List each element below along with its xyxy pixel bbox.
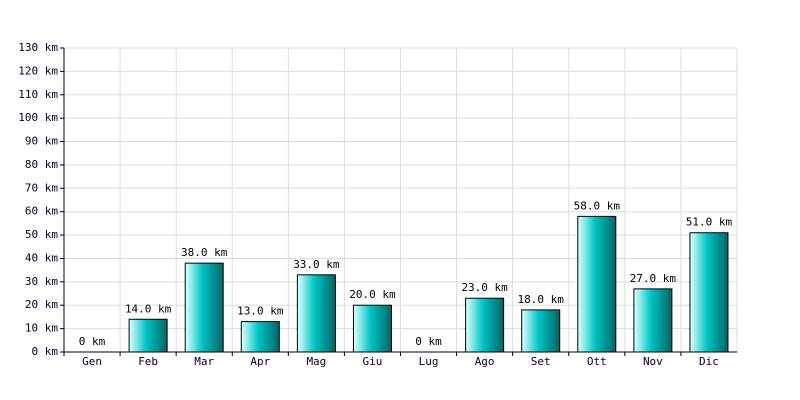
value-label: 0 km [415,335,442,348]
x-tick-label: Ago [475,355,495,368]
bar [521,309,561,353]
value-label: 23.0 km [461,281,508,294]
x-tick-label: Mag [306,355,326,368]
y-tick-label: 60 km [25,205,58,218]
x-tick-label: Nov [643,355,663,368]
value-label: 38.0 km [181,246,228,259]
bar [689,232,729,353]
bar [633,288,673,353]
y-tick-label: 100 km [18,111,58,124]
y-tick-label: 40 km [25,251,58,264]
bar [465,297,505,353]
x-tick-label: Lug [419,355,439,368]
value-label: 27.0 km [630,272,677,285]
value-label: 14.0 km [125,302,172,315]
y-tick-label: 10 km [25,322,58,335]
y-tick-label: 70 km [25,181,58,194]
x-tick-label: Ott [587,355,607,368]
y-tick-label: 20 km [25,298,58,311]
value-label: 33.0 km [293,258,340,271]
bar [240,321,280,353]
x-tick-label: Giu [363,355,383,368]
x-tick-label: Dic [699,355,719,368]
bar [128,318,168,353]
y-tick-label: 90 km [25,135,58,148]
x-tick-label: Feb [138,355,158,368]
value-label: 0 km [79,335,106,348]
x-tick-label: Set [531,355,551,368]
value-label: 58.0 km [574,199,621,212]
y-tick-label: 80 km [25,158,58,171]
x-tick-label: Gen [82,355,102,368]
y-tick-label: 50 km [25,228,58,241]
x-tick-label: Apr [250,355,270,368]
y-tick-label: 30 km [25,275,58,288]
bar [577,215,617,353]
x-tick-label: Mar [194,355,214,368]
bar [352,304,392,353]
bar [296,274,336,353]
value-label: 18.0 km [518,293,565,306]
value-label: 13.0 km [237,305,284,318]
bar [184,262,224,353]
y-tick-label: 0 km [32,345,59,358]
y-tick-label: 130 km [18,41,58,54]
value-label: 51.0 km [686,216,733,229]
y-tick-label: 110 km [18,88,58,101]
value-label: 20.0 km [349,288,396,301]
y-tick-label: 120 km [18,64,58,77]
